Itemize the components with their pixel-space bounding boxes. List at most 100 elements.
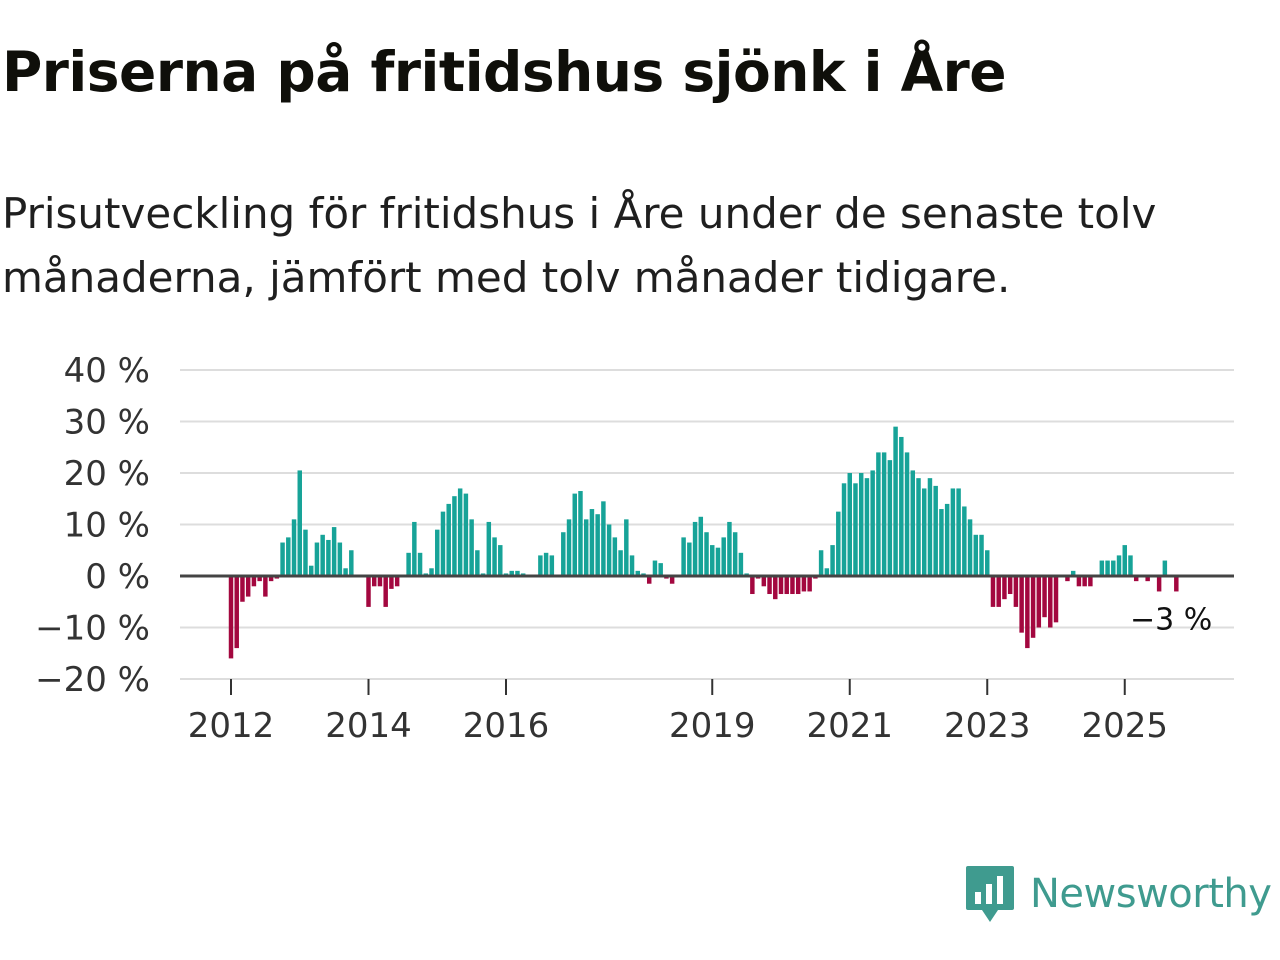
bar [452, 496, 457, 576]
bar [371, 576, 377, 587]
bar [1053, 576, 1059, 623]
bar [406, 552, 411, 576]
y-tick-label: −20 % [35, 660, 150, 700]
bar [1019, 576, 1024, 633]
bar [732, 532, 738, 576]
bar [245, 576, 251, 597]
bar [394, 576, 400, 587]
bar [475, 550, 480, 576]
bar [308, 565, 314, 576]
bar [515, 570, 520, 576]
bar [761, 576, 767, 587]
bar [790, 576, 795, 595]
bar [446, 503, 451, 576]
bar [710, 545, 715, 576]
bar [996, 576, 1001, 607]
x-tick-label: 2014 [325, 706, 412, 746]
bar [1065, 576, 1070, 582]
bar [950, 488, 956, 576]
bar [280, 542, 285, 576]
bar [1076, 576, 1082, 587]
bar [847, 473, 852, 576]
bar [469, 519, 474, 576]
bar [1111, 560, 1116, 576]
bar [612, 537, 618, 577]
x-tick-label: 2019 [669, 706, 756, 746]
bar [383, 576, 388, 607]
bar [784, 576, 789, 595]
bar [228, 576, 234, 659]
bar [658, 563, 663, 577]
bar [698, 516, 704, 576]
x-tick-label: 2012 [188, 706, 275, 746]
bar [291, 519, 297, 576]
bar [881, 452, 887, 576]
y-tick-label: 0 % [85, 557, 150, 597]
bar [572, 493, 577, 576]
bar [463, 493, 469, 576]
bar [263, 576, 268, 597]
bar [1145, 576, 1150, 582]
bar [1013, 576, 1019, 607]
bar [629, 555, 635, 576]
bar [1133, 576, 1139, 582]
bar [343, 568, 348, 576]
bar [366, 576, 371, 607]
bar [240, 576, 245, 602]
bar [498, 545, 503, 576]
bar [939, 509, 944, 576]
bar [331, 527, 337, 576]
bar [1036, 576, 1042, 628]
newsworthy-logo-icon [966, 866, 1014, 922]
bar [601, 501, 606, 576]
bar [721, 537, 726, 577]
bar [1105, 560, 1110, 576]
bar [967, 519, 973, 576]
bar [257, 576, 262, 582]
bar [509, 570, 514, 576]
bar [234, 576, 239, 649]
x-tick-label: 2016 [463, 706, 550, 746]
bar [1082, 576, 1087, 587]
bar [818, 550, 824, 576]
bar [251, 576, 257, 587]
bar [618, 550, 623, 576]
bar [807, 576, 812, 592]
bar [750, 576, 755, 595]
bar [1007, 576, 1013, 595]
y-tick-label: 40 % [64, 351, 150, 391]
chart-title: Priserna på fritidshus sjönk i Åre [2, 40, 1007, 104]
bar [583, 519, 589, 576]
bar [681, 537, 686, 577]
bar [297, 470, 302, 576]
bar [549, 555, 555, 576]
bar [933, 485, 938, 577]
bar [606, 524, 612, 576]
bar [417, 552, 423, 576]
y-tick-label: 30 % [64, 403, 150, 443]
bar [589, 509, 595, 576]
bar [303, 529, 308, 576]
bar [1099, 560, 1105, 576]
bar [1030, 576, 1036, 638]
bar [486, 521, 492, 576]
bar [1156, 576, 1162, 592]
bar [715, 547, 721, 576]
bar [858, 473, 864, 576]
bar [412, 521, 417, 576]
bar [595, 514, 600, 576]
newsworthy-logo-text: Newsworthy [1030, 871, 1272, 917]
bar [738, 552, 744, 576]
bar [767, 576, 772, 595]
bar [646, 576, 652, 584]
bar [899, 436, 904, 576]
bar [979, 534, 984, 576]
bar [624, 519, 629, 576]
bar [956, 488, 961, 576]
bar-chart: 40 % 30 % 20 % 10 % 0 % −10 % −20 % 2012 2014 201… [35, 351, 1234, 746]
bar [1070, 570, 1076, 576]
bar [314, 542, 320, 576]
bar [876, 452, 881, 576]
bar [1174, 576, 1179, 592]
bar [1002, 576, 1007, 600]
